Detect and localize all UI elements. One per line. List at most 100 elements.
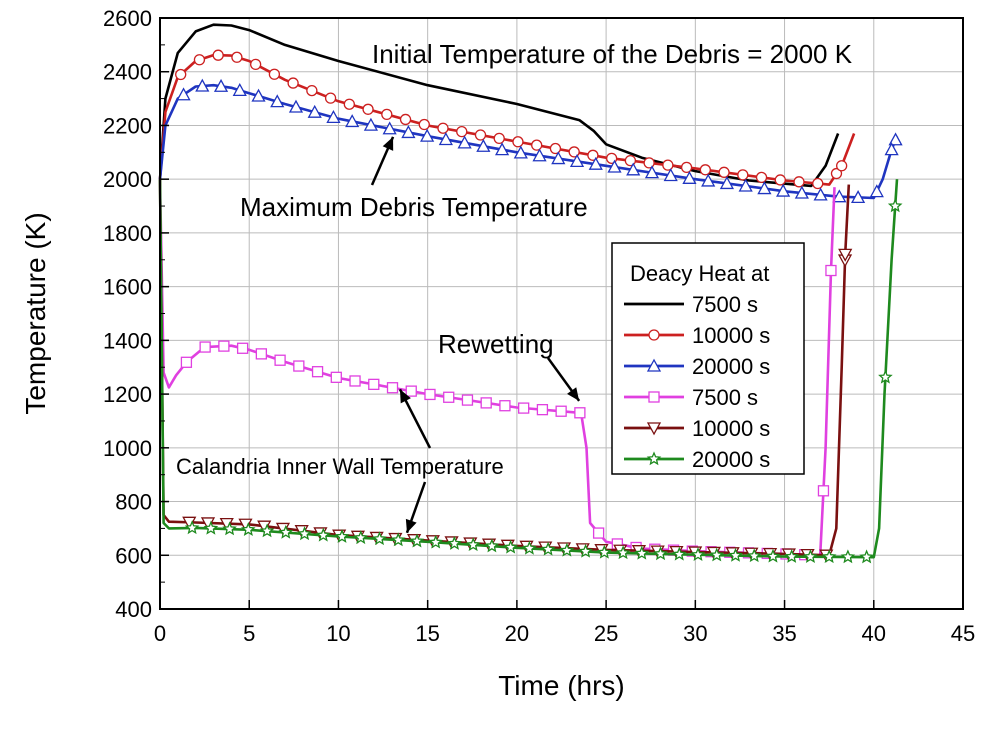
arrow-rewetting-head	[567, 387, 580, 401]
series-marker	[353, 530, 369, 545]
series-marker	[316, 527, 331, 542]
series-marker	[176, 87, 191, 101]
legend-swatch-marker	[648, 391, 660, 403]
series-marker	[887, 198, 903, 213]
series-marker	[624, 154, 637, 167]
series-marker	[878, 369, 893, 384]
x-tick-label: 30	[683, 621, 707, 646]
series-marker	[330, 371, 342, 383]
series-marker	[326, 110, 341, 124]
x-tick-label: 5	[243, 621, 255, 646]
series-marker	[372, 531, 387, 546]
series-marker	[409, 533, 425, 548]
series-marker	[836, 160, 848, 172]
y-tick-label: 2000	[103, 167, 152, 192]
annotation-maximum-debris-temperature: Maximum Debris Temperature	[240, 192, 588, 222]
series-marker	[493, 132, 505, 145]
series-marker	[447, 535, 462, 550]
series-marker	[457, 135, 472, 149]
series-marker	[184, 520, 200, 535]
x-tick-label: 40	[862, 621, 886, 646]
series-marker	[569, 154, 585, 168]
series-marker	[195, 78, 210, 92]
series-marker	[644, 165, 660, 179]
legend-swatch-marker	[646, 422, 662, 436]
series-marker	[428, 534, 444, 549]
series-marker	[817, 485, 830, 497]
series-marker	[825, 264, 837, 277]
series-marker	[662, 159, 674, 171]
series-marker	[663, 168, 678, 182]
series-line	[158, 53, 856, 186]
y-tick-label: 400	[115, 597, 152, 622]
series-marker	[859, 549, 874, 564]
series-marker	[536, 404, 549, 416]
series-marker	[793, 176, 805, 188]
series-marker	[363, 117, 379, 131]
annotations: Initial Temperature of the Debris = 2000…	[176, 39, 853, 534]
y-tick-label: 600	[115, 543, 152, 568]
series-marker	[345, 114, 360, 128]
series-marker	[728, 547, 743, 562]
series-marker	[259, 523, 275, 538]
series-marker	[549, 142, 562, 155]
legend-entry-5: 10000 s	[624, 416, 770, 441]
series-marker	[746, 548, 762, 563]
series-2	[158, 49, 856, 190]
series-marker	[532, 148, 547, 162]
series-marker	[368, 378, 380, 391]
legend-label: 7500 s	[692, 385, 758, 410]
series-marker	[324, 92, 337, 104]
legend-entry-1: 7500 s	[624, 292, 758, 317]
series-marker	[476, 138, 491, 152]
arrow-calandria-lower-head	[405, 518, 417, 533]
series-marker	[812, 177, 824, 190]
legend: Deacy Heat at 7500 s 10000 s 20000 s 7500 s…	[611, 242, 805, 475]
series-marker	[607, 159, 622, 173]
series-marker	[480, 397, 492, 409]
series-marker	[293, 360, 305, 372]
series-marker	[461, 394, 474, 406]
series-3	[158, 78, 903, 204]
series-marker	[615, 545, 631, 560]
series-marker	[382, 121, 397, 135]
series-marker	[690, 547, 706, 561]
series-marker	[255, 348, 268, 360]
legend-label: 20000 s	[692, 447, 770, 472]
series-marker	[494, 142, 510, 156]
x-tick-label: 45	[951, 621, 975, 646]
arrow-maximum-debris-head	[382, 136, 394, 151]
annotation-calandria-inner-wall: Calandria Inner Wall Temperature	[176, 454, 504, 479]
series-marker	[512, 136, 524, 148]
series-marker	[213, 78, 229, 92]
series-marker	[456, 125, 468, 138]
x-tick-label: 35	[772, 621, 796, 646]
y-tick-label: 2600	[103, 6, 152, 31]
series-marker	[199, 341, 211, 353]
series-marker	[288, 99, 304, 113]
series-marker	[401, 125, 416, 139]
series-marker	[869, 184, 884, 198]
series-marker	[832, 189, 847, 203]
series-marker	[784, 549, 800, 563]
x-tick-label: 15	[415, 621, 439, 646]
series-marker	[840, 549, 856, 564]
series-marker	[438, 132, 453, 146]
series-marker	[682, 170, 697, 184]
x-tick-label: 10	[326, 621, 350, 646]
series-marker	[813, 187, 828, 201]
series-marker	[680, 161, 693, 174]
series-marker	[232, 83, 247, 97]
series-marker	[830, 167, 843, 180]
series-marker	[306, 84, 318, 97]
series-marker	[278, 524, 294, 539]
series-marker	[465, 537, 481, 552]
series-marker	[503, 539, 518, 554]
legend-entry-3: 20000 s	[624, 354, 770, 379]
legend-swatch-marker	[646, 451, 662, 466]
series-marker	[755, 171, 768, 184]
series-marker	[540, 541, 556, 556]
x-tick-label: 25	[594, 621, 618, 646]
series-marker	[765, 548, 781, 563]
